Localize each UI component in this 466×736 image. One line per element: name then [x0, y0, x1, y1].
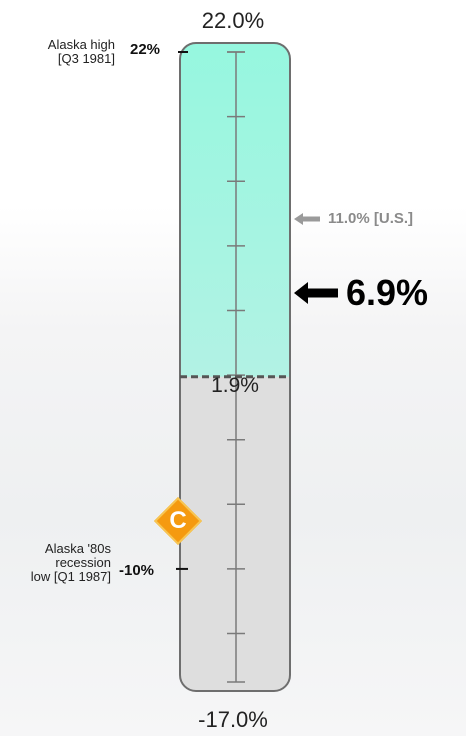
us-comparison-label: 11.0% [U.S.]: [328, 210, 414, 227]
grade-badge-letter: C: [169, 507, 187, 534]
above-baseline-fill: [180, 43, 290, 377]
current-value-marker: 6.9%: [294, 272, 428, 314]
low-note-line-3: low [Q1 1987]: [30, 569, 111, 584]
high-note-line-2: [Q3 1981]: [57, 51, 115, 66]
scale-min-label: -17.0%: [198, 707, 268, 732]
high-marker-tick-label: 22%: [130, 41, 161, 58]
high-marker-note: Alaska high [Q3 1981]: [5, 38, 115, 66]
low-marker-tick-label: -10%: [119, 562, 155, 579]
low-note-line-1: Alaska '80s: [44, 541, 111, 556]
current-arrow-icon: [294, 282, 338, 304]
us-arrow-icon: [294, 212, 320, 225]
low-marker-note: Alaska '80s recession low [Q1 1987]: [1, 542, 111, 584]
us-comparison-marker: 11.0% [U.S.]: [294, 210, 413, 227]
baseline-label: 1.9%: [211, 374, 259, 397]
scale-max-label: 22.0%: [201, 8, 265, 33]
gauge-outline: [179, 42, 291, 692]
gauge-ticks: [227, 51, 245, 683]
high-note-line-1: Alaska high: [47, 37, 115, 52]
current-value-label: 6.9%: [346, 272, 429, 313]
low-note-line-2: recession: [55, 555, 111, 570]
